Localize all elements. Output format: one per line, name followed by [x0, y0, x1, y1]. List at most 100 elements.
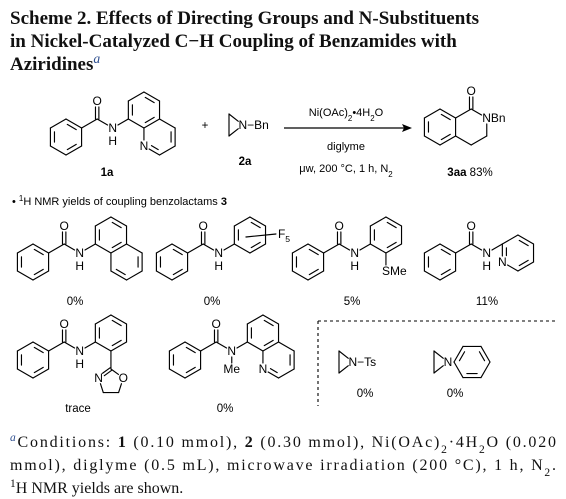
atom-label: O [212, 317, 221, 331]
note-mark: a [93, 51, 100, 66]
bond [470, 135, 488, 146]
bond [246, 341, 264, 352]
bond [308, 248, 319, 256]
bond [94, 341, 112, 352]
bond [148, 148, 161, 156]
bond [386, 241, 397, 249]
bond [307, 270, 325, 281]
bond [172, 268, 183, 276]
atom-label: NBn [482, 111, 505, 125]
bond [455, 108, 472, 119]
bond [127, 91, 145, 102]
atom-label: O [60, 219, 69, 233]
bond [99, 383, 104, 394]
text-run: 2 [245, 434, 253, 451]
bond [439, 135, 457, 146]
bond [291, 243, 309, 254]
arrow-head [402, 124, 412, 132]
bond [291, 270, 309, 281]
bond [16, 368, 34, 379]
bond [385, 216, 403, 227]
footnote-line: 1H NMR yields are shown. [10, 478, 183, 497]
bond [143, 118, 161, 129]
atom-label: N [140, 139, 149, 153]
bond [480, 361, 491, 379]
bond [125, 270, 143, 281]
atom-label: N [227, 344, 236, 358]
atom-label: O [467, 84, 476, 98]
bond [262, 341, 280, 352]
text-run: (0.30 mmol), Ni(OAc) [255, 434, 440, 451]
bond [307, 243, 325, 254]
bond [184, 368, 202, 379]
bond [110, 243, 128, 254]
bond [84, 243, 96, 251]
atom-label: H [108, 134, 117, 148]
title: Scheme 2. Effects of Directing Groups an… [10, 8, 479, 29]
bond [185, 346, 196, 354]
bond [103, 369, 113, 377]
bond [101, 367, 111, 374]
title-line: in Nickel-Catalyzed C−H Coupling of Benz… [10, 31, 457, 52]
text-run: 83% [466, 167, 492, 179]
bond [117, 118, 129, 126]
title-line: Scheme 2. Effects of Directing Groups an… [10, 8, 479, 29]
bond [269, 368, 278, 374]
atom-label: N [75, 344, 84, 358]
atom-label: H [75, 357, 84, 371]
text-run: ·4H [449, 434, 478, 451]
bond [33, 248, 44, 256]
bond [433, 350, 444, 359]
bond [228, 113, 239, 122]
bond [518, 239, 529, 247]
atom-label: O [335, 219, 344, 233]
bond [359, 243, 371, 251]
yield: trace [65, 403, 91, 415]
bond [518, 259, 529, 267]
bond [369, 216, 387, 227]
bond [250, 221, 261, 229]
bond [184, 341, 202, 352]
bond [32, 270, 50, 281]
bond [155, 243, 173, 254]
bond [233, 243, 251, 254]
bond [94, 216, 112, 227]
bond [453, 345, 464, 363]
atom-label: SMe [382, 264, 407, 278]
yield: 0% [357, 388, 374, 400]
bond [440, 133, 451, 141]
text-run: . [552, 457, 556, 474]
bond [111, 339, 122, 347]
bond [423, 135, 441, 146]
text-run: 2 [441, 444, 447, 456]
text-run: 1 [10, 478, 16, 490]
condition: Ni(OAc)2•4H2O [309, 107, 384, 123]
atom-label: N [482, 246, 491, 260]
atom-label: N [75, 246, 84, 260]
yield: 0% [204, 296, 221, 308]
bond [16, 243, 34, 254]
text-run: Ni(OAc) [309, 107, 348, 119]
yield: 0% [447, 388, 464, 400]
text-run: 2 [544, 467, 550, 479]
bond [16, 270, 34, 281]
bond [338, 365, 349, 374]
bond [144, 116, 155, 124]
condition: diglyme [327, 141, 365, 153]
atom-label: O [467, 219, 476, 233]
text-run: (0.10 mmol), [128, 434, 243, 451]
bond [81, 118, 98, 129]
bond [215, 341, 228, 349]
bond [433, 365, 444, 374]
bond [249, 243, 267, 254]
bond [48, 243, 65, 254]
bond [245, 233, 277, 238]
bond [66, 123, 77, 131]
bond [385, 243, 403, 254]
atom-label: Me [223, 362, 240, 376]
bond [187, 243, 204, 254]
bond [263, 319, 274, 327]
bond [16, 341, 34, 352]
bond [110, 270, 128, 281]
